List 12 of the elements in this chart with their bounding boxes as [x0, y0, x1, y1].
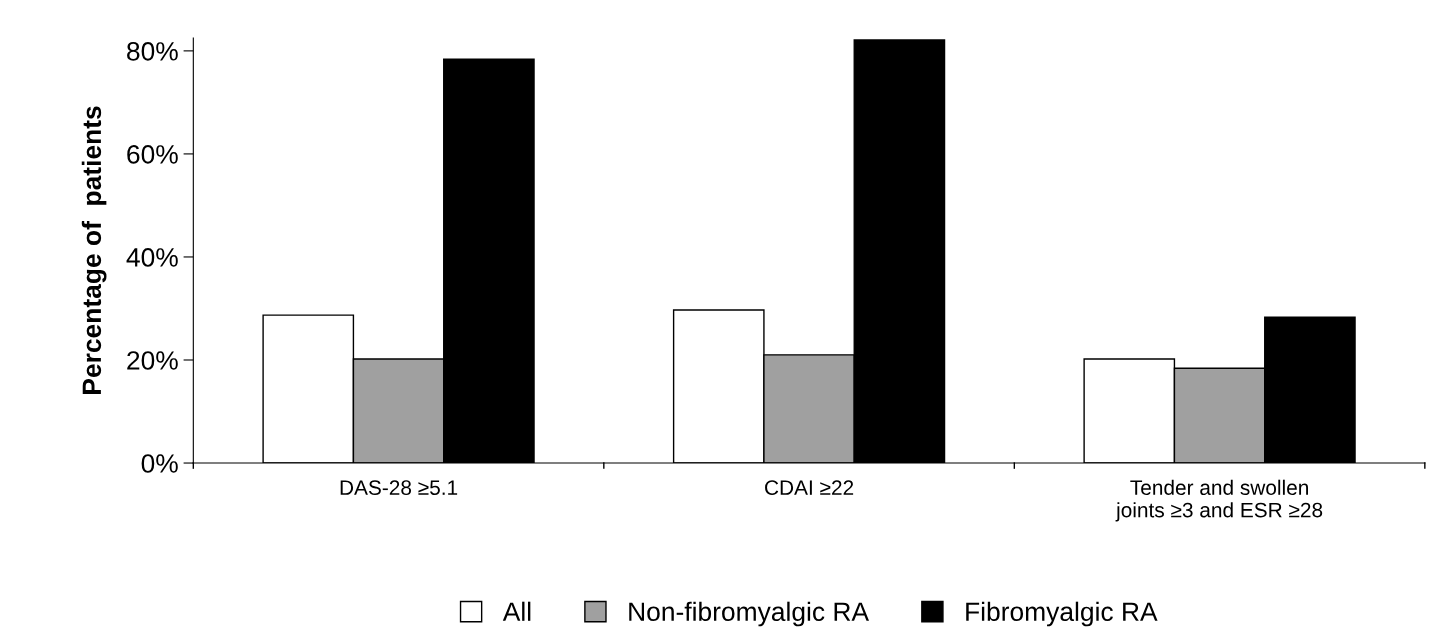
- y-tick-label: 60%: [127, 145, 178, 164]
- x-tick-label: CDAI ≥22: [765, 480, 854, 496]
- y-tick-label: 0%: [141, 454, 178, 473]
- x-tick-label: Tender and swollen joints ≥3 and ESR ≥28: [1115, 479, 1323, 522]
- legend-label: All: [502, 601, 531, 621]
- x-tick-label: DAS-28 ≥5.1: [340, 480, 458, 496]
- legend-label: Fibromyalgic RA: [966, 601, 1158, 627]
- y-axis-title: Percentage of patients: [81, 106, 107, 394]
- y-tick-label: 20%: [127, 351, 178, 370]
- y-tick-label: 80%: [127, 42, 178, 61]
- legend-label: Non-fibromyalgic RA: [629, 601, 870, 627]
- y-tick-label: 40%: [126, 248, 178, 267]
